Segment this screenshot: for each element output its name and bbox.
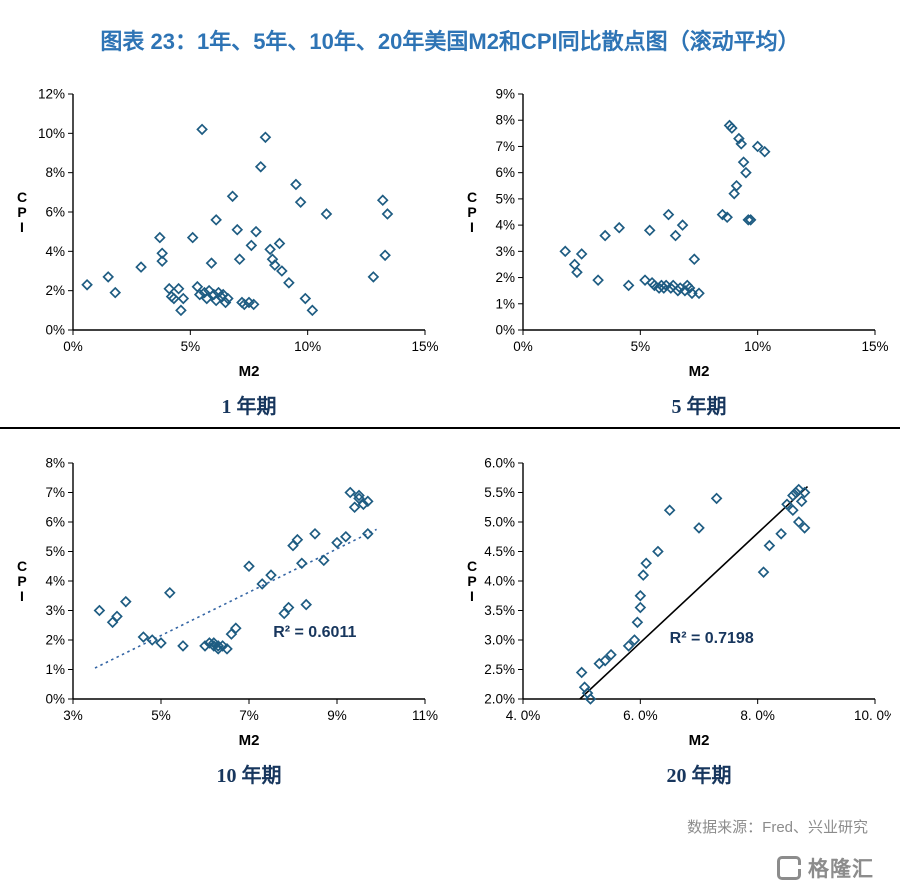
svg-text:5%: 5%: [631, 339, 651, 354]
svg-text:10%: 10%: [38, 126, 65, 141]
svg-text:5%: 5%: [495, 191, 515, 206]
svg-text:M2: M2: [239, 732, 260, 749]
svg-text:P: P: [17, 573, 26, 589]
svg-text:8%: 8%: [495, 113, 515, 128]
svg-text:7%: 7%: [239, 708, 259, 723]
svg-text:9%: 9%: [495, 87, 515, 102]
svg-text:15%: 15%: [861, 339, 888, 354]
svg-text:M2: M2: [689, 732, 710, 749]
svg-text:6%: 6%: [45, 515, 65, 530]
svg-text:5.0%: 5.0%: [484, 515, 515, 530]
scatter-plot-5y: 0% 5% 10% 15% 0% 1% 2% 3% 4% 5% 6% 7% 8% 9% M2 CPI: [467, 87, 889, 381]
svg-text:5%: 5%: [151, 708, 171, 723]
svg-text:4.0%: 4.0%: [484, 574, 515, 589]
svg-text:5.5%: 5.5%: [484, 485, 515, 500]
svg-text:0%: 0%: [45, 323, 65, 338]
scatter-plot-20y: 4. 0% 6. 0% 8. 0% 10. 0% 2.0% 2.5% 3.0% 3.5% 4.0…: [467, 456, 891, 750]
gelonghui-logo-text: 格隆汇: [808, 858, 874, 881]
svg-text:R² = 0.7198: R² = 0.7198: [670, 630, 754, 647]
svg-text:9%: 9%: [327, 708, 347, 723]
svg-text:10. 0%: 10. 0%: [854, 708, 891, 723]
svg-text:3%: 3%: [45, 603, 65, 618]
svg-text:0%: 0%: [63, 339, 83, 354]
row-divider: [0, 427, 900, 429]
scatter-plot-1y: 0% 5% 10% 15% 0% 2% 4% 6% 8% 10% 12% M2 CPI: [17, 87, 439, 381]
svg-text:M2: M2: [239, 363, 260, 380]
svg-text:2.0%: 2.0%: [484, 692, 515, 707]
svg-text:4%: 4%: [45, 574, 65, 589]
svg-text:5%: 5%: [45, 544, 65, 559]
svg-text:3.5%: 3.5%: [484, 603, 515, 618]
svg-text:C: C: [467, 189, 477, 205]
svg-text:I: I: [20, 219, 24, 235]
chart-20y-caption: 20 年期: [666, 765, 732, 787]
svg-text:2.5%: 2.5%: [484, 662, 515, 677]
gelonghui-logo: 格隆汇: [0, 853, 900, 883]
gelonghui-logo-icon: [777, 856, 801, 880]
svg-text:6%: 6%: [495, 165, 515, 180]
svg-text:I: I: [470, 588, 474, 604]
svg-text:6. 0%: 6. 0%: [623, 708, 658, 723]
chart-5y-caption: 5 年期: [671, 396, 727, 418]
svg-text:1%: 1%: [495, 296, 515, 311]
svg-text:P: P: [467, 204, 476, 220]
svg-text:I: I: [20, 588, 24, 604]
data-source-text: 数据来源：Fred、兴业研究: [687, 819, 868, 836]
svg-text:1%: 1%: [45, 662, 65, 677]
chart-1y: 0% 5% 10% 15% 0% 2% 4% 6% 8% 10% 12% M2 C P I 1 年期: [0, 82, 450, 419]
svg-text:2%: 2%: [45, 633, 65, 648]
svg-text:4. 0%: 4. 0%: [506, 708, 541, 723]
svg-text:8%: 8%: [45, 456, 65, 471]
svg-text:10%: 10%: [294, 339, 321, 354]
chart-10y-caption: 10 年期: [216, 765, 282, 787]
chart-5y: 0% 5% 10% 15% 0% 1% 2% 3% 4% 5% 6% 7% 8% 9% M2 C P I 5 年期: [450, 82, 900, 419]
svg-text:4%: 4%: [495, 218, 515, 233]
svg-text:0%: 0%: [45, 692, 65, 707]
svg-text:15%: 15%: [411, 339, 438, 354]
figure-title: 图表 23：1年、5年、10年、20年美国M2和CPI同比散点图（滚动平均）: [100, 29, 800, 54]
svg-text:3%: 3%: [495, 244, 515, 259]
svg-text:C: C: [17, 558, 27, 574]
svg-text:M2: M2: [689, 363, 710, 380]
svg-text:3.0%: 3.0%: [484, 633, 515, 648]
svg-text:6.0%: 6.0%: [484, 456, 515, 471]
svg-text:R² = 0.6011: R² = 0.6011: [273, 624, 356, 641]
scatter-plot-10y: 3% 5% 7% 9% 11% 0% 1% 2% 3% 4% 5% 6% 7% 8% M2 CPI R² = 0…: [17, 456, 438, 750]
chart-1y-caption: 1 年期: [221, 396, 277, 418]
svg-text:P: P: [17, 204, 26, 220]
svg-text:4.5%: 4.5%: [484, 544, 515, 559]
chart-10y: 3% 5% 7% 9% 11% 0% 1% 2% 3% 4% 5% 6% 7% 8% M2 C P I R² = 0…: [0, 451, 450, 788]
svg-text:P: P: [467, 573, 476, 589]
svg-text:10%: 10%: [744, 339, 771, 354]
svg-text:7%: 7%: [495, 139, 515, 154]
chart-row-top: 0% 5% 10% 15% 0% 2% 4% 6% 8% 10% 12% M2 C P I 1 年期 0% 5…: [0, 82, 900, 419]
svg-text:7%: 7%: [45, 485, 65, 500]
svg-text:5%: 5%: [181, 339, 201, 354]
chart-20y: 4. 0% 6. 0% 8. 0% 10. 0% 2.0% 2.5% 3.0% 3.5% 4.0…: [450, 451, 900, 788]
chart-row-bottom: 3% 5% 7% 9% 11% 0% 1% 2% 3% 4% 5% 6% 7% 8% M2 C P I R² = 0…: [0, 451, 900, 788]
svg-text:2%: 2%: [495, 270, 515, 285]
svg-text:I: I: [470, 219, 474, 235]
svg-text:4%: 4%: [45, 244, 65, 259]
svg-text:0%: 0%: [513, 339, 533, 354]
svg-text:3%: 3%: [63, 708, 83, 723]
svg-text:0%: 0%: [495, 323, 515, 338]
svg-text:C: C: [467, 558, 477, 574]
svg-text:11%: 11%: [412, 708, 438, 723]
svg-text:C: C: [17, 189, 27, 205]
svg-text:12%: 12%: [38, 87, 65, 102]
svg-text:6%: 6%: [45, 205, 65, 220]
svg-text:8. 0%: 8. 0%: [740, 708, 775, 723]
svg-text:8%: 8%: [45, 165, 65, 180]
svg-text:2%: 2%: [45, 283, 65, 298]
